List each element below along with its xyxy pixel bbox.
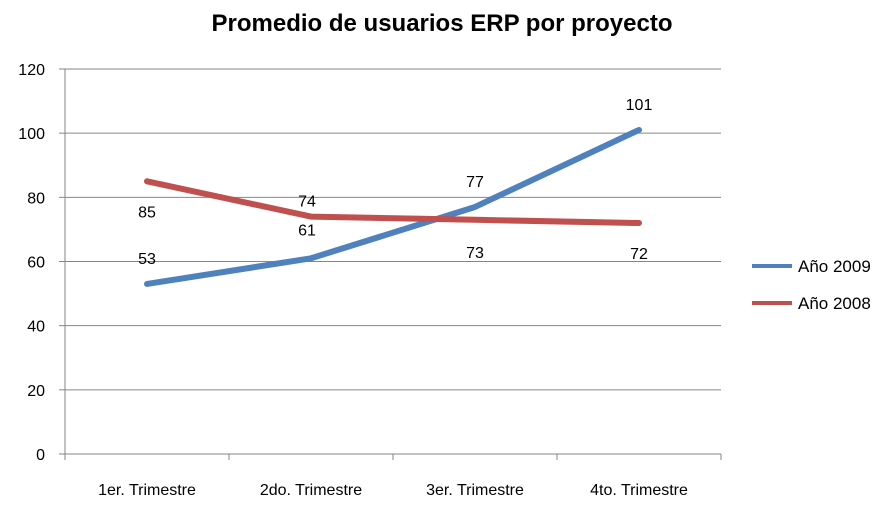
data-label: 73 [466, 245, 484, 262]
series-lines [144, 126, 642, 287]
legend-label: Año 2009 [798, 257, 871, 276]
x-tick-label: 1er. Trimestre [98, 482, 196, 499]
legend: Año 2009 Año 2008 [752, 257, 871, 313]
data-label: 101 [626, 97, 653, 114]
y-tick-label: 40 [27, 319, 45, 336]
y-tick-label: 60 [27, 255, 45, 272]
y-tick-label: 80 [27, 190, 45, 207]
grid-lines [59, 68, 721, 455]
series-line-1 [144, 178, 642, 226]
data-label: 61 [298, 222, 316, 239]
y-tick-label: 0 [36, 447, 45, 464]
data-label: 53 [138, 251, 156, 268]
y-tick-label: 120 [18, 62, 45, 79]
legend-label: Año 2008 [798, 294, 871, 313]
x-tick-label: 3er. Trimestre [426, 482, 524, 499]
y-tick-label: 20 [27, 383, 45, 400]
data-label: 77 [466, 174, 484, 191]
y-tick-labels: 0 20 40 60 80 100 120 [18, 62, 45, 464]
y-tick-label: 100 [18, 126, 45, 143]
data-label: 72 [630, 246, 648, 263]
x-tick-labels: 1er. Trimestre 2do. Trimestre 3er. Trimest… [98, 482, 688, 499]
series-line-0 [144, 126, 642, 287]
chart-title: Promedio de usuarios ERP por proyecto [211, 10, 673, 37]
axes [64, 69, 722, 460]
x-tick-label: 4to. Trimestre [590, 482, 688, 499]
data-labels: 53 61 77 101 85 74 73 72 [138, 97, 652, 268]
x-tick-label: 2do. Trimestre [260, 482, 362, 499]
data-label: 85 [138, 204, 156, 221]
data-label: 74 [298, 194, 316, 211]
